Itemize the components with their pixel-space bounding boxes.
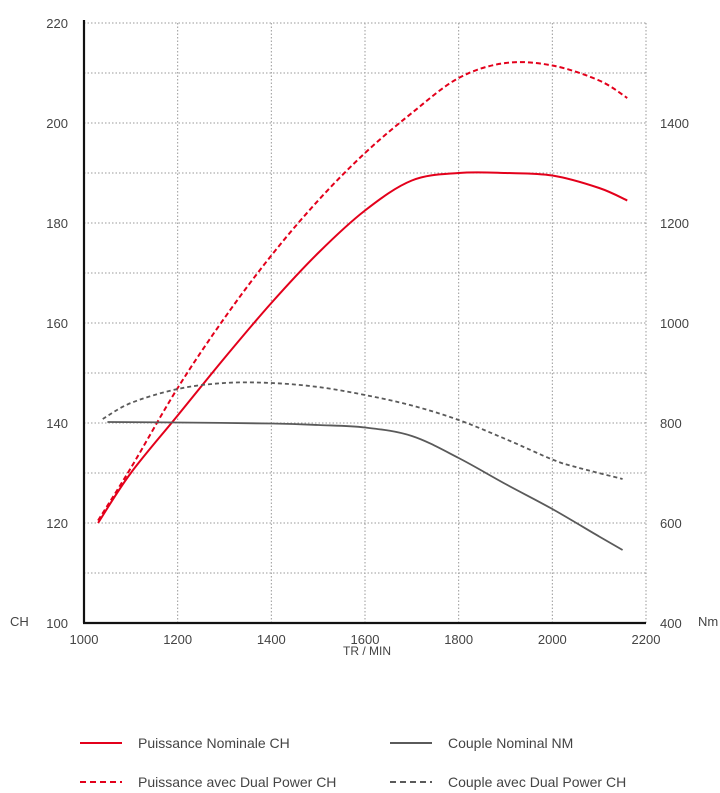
legend-label-couple-avec-dual-power-ch: Couple avec Dual Power CH (448, 774, 626, 790)
axis-titles: CH Nm TR / MIN (10, 614, 718, 658)
x-tick-label: 1600 (351, 632, 380, 647)
x-axis-label: TR / MIN (343, 644, 391, 658)
y-left-tick-label: 100 (46, 616, 68, 631)
legend-label-couple-nominal-nm: Couple Nominal NM (448, 735, 573, 751)
x-tick-label: 1400 (257, 632, 286, 647)
legend: Puissance Nominale CH Couple Nominal NM Pu… (80, 735, 626, 790)
legend-label-puissance-avec-dual-power-ch: Puissance avec Dual Power CH (138, 774, 336, 790)
series-line-couple-avec-dual-power-ch (102, 381, 623, 480)
x-tick-label: 2000 (538, 632, 567, 647)
series-line-puissance-avec-dual-power-ch (97, 61, 628, 522)
x-tick-label: 1200 (163, 632, 192, 647)
y-right-tick-label: 1000 (660, 316, 689, 331)
series-line-couple-nominal-nm (107, 421, 624, 551)
y-left-axis-label: CH (10, 614, 29, 629)
series-line-puissance-nominale-ch (97, 171, 628, 524)
y-left-tick-label: 200 (46, 116, 68, 131)
y-right-tick-label: 800 (660, 416, 682, 431)
y-right-tick-label: 1400 (660, 116, 689, 131)
x-tick-label: 1800 (444, 632, 473, 647)
y-left-tick-label: 160 (46, 316, 68, 331)
tick-labels: 1000 1200 1400 1600 1800 2000 2200 100 120 140 160… (46, 16, 689, 647)
x-tick-label: 2200 (632, 632, 661, 647)
y-left-tick-label: 220 (46, 16, 68, 31)
chart-axes (82, 20, 646, 625)
legend-label-puissance-nominale-ch: Puissance Nominale CH (138, 735, 290, 751)
y-left-tick-label: 140 (46, 416, 68, 431)
y-left-tick-label: 180 (46, 216, 68, 231)
y-right-tick-label: 1200 (660, 216, 689, 231)
y-right-axis-label: Nm (698, 614, 718, 629)
grid-lines (84, 22, 647, 623)
x-tick-label: 1000 (70, 632, 99, 647)
y-right-tick-label: 400 (660, 616, 682, 631)
series-lines (97, 61, 628, 551)
y-right-tick-label: 600 (660, 516, 682, 531)
y-left-tick-label: 120 (46, 516, 68, 531)
